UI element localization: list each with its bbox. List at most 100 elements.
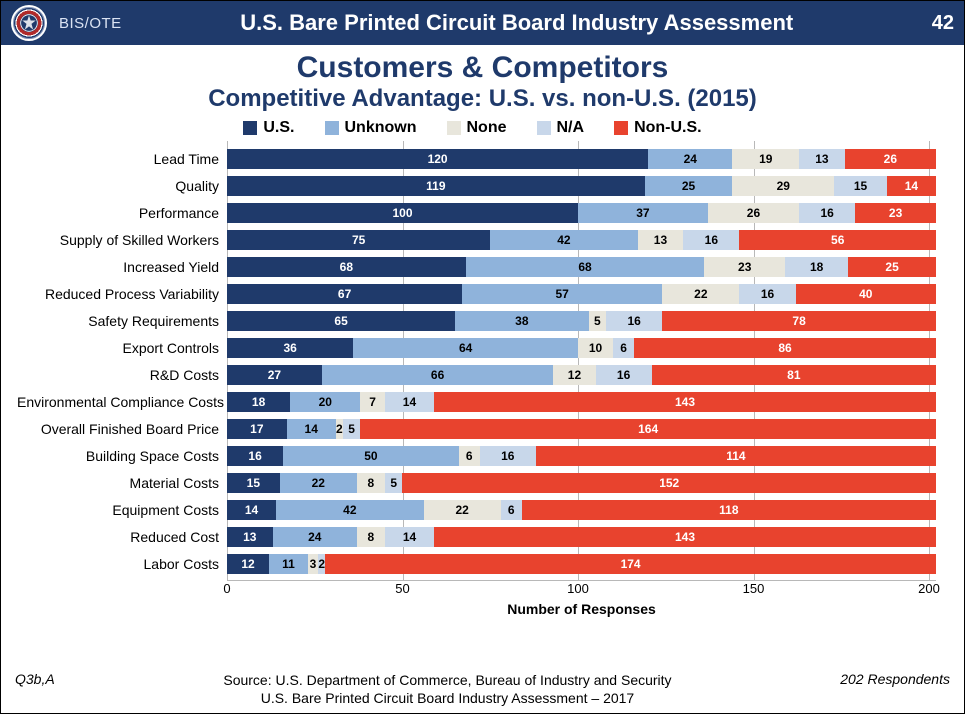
chart-row: Reduced Process Variability6757221640 [227,283,936,305]
chart-row: Labor Costs121132174 [227,553,936,575]
footer-source-1: Source: U.S. Department of Commerce, Bur… [55,671,841,689]
bar-segment: 26 [845,149,936,169]
legend-item: Non-U.S. [614,119,702,137]
bar-segment: 15 [834,176,887,196]
bar-stack: 12024191326 [227,149,936,169]
y-axis-label: Reduced Cost [17,529,227,545]
bar-segment: 16 [480,446,536,466]
bar-segment: 6 [459,446,480,466]
footer-right: 202 Respondents [840,671,950,687]
bar-segment: 143 [434,527,936,547]
bar-segment: 12 [227,554,269,574]
bar-segment: 7 [360,392,385,412]
y-axis-label: Material Costs [17,475,227,491]
legend-item: None [447,119,507,137]
bar-segment: 174 [325,554,936,574]
chart-row: Material Costs152285152 [227,472,936,494]
chart-row: R&D Costs2766121681 [227,364,936,386]
y-axis-label: Export Controls [17,340,227,356]
bar-stack: 366410686 [227,338,936,358]
chart-row: Reduced Cost1324814143 [227,526,936,548]
bar-segment: 25 [645,176,733,196]
chart-row: Safety Requirements653851678 [227,310,936,332]
y-axis-label: Building Space Costs [17,448,227,464]
bar-segment: 40 [796,284,936,304]
bar-segment: 8 [357,527,385,547]
legend-swatch [325,121,339,135]
bar-segment: 29 [732,176,834,196]
bar-segment: 14 [887,176,936,196]
bar-segment: 16 [606,311,662,331]
page-number: 42 [932,12,954,35]
bar-segment: 37 [578,203,708,223]
doc-seal-icon [11,5,47,41]
bar-segment: 56 [739,230,936,250]
chart-legend: U.S.UnknownNoneN/ANon-U.S. [9,119,936,137]
y-axis-label: Equipment Costs [17,502,227,518]
y-axis-label: Lead Time [17,151,227,167]
header-title: U.S. Bare Printed Circuit Board Industry… [122,10,932,36]
bar-stack: 1650616114 [227,446,936,466]
chart-row: Export Controls366410686 [227,337,936,359]
footer-left: Q3b,A [15,671,55,687]
chart-row: Increased Yield6868231825 [227,256,936,278]
chart-row: Performance10037261623 [227,202,936,224]
chart-row: Environmental Compliance Costs1820714143 [227,391,936,413]
bar-segment: 16 [739,284,795,304]
legend-label: Non-U.S. [634,119,702,137]
bar-segment: 13 [227,527,273,547]
x-tick-label: 100 [567,581,589,596]
bar-segment: 14 [227,500,276,520]
x-tick-label: 150 [743,581,765,596]
bar-segment: 81 [652,365,936,385]
slide-title: Customers & Competitors [1,51,964,85]
bar-segment: 119 [227,176,645,196]
bar-segment: 68 [227,257,466,277]
legend-item: U.S. [243,119,294,137]
bar-segment: 3 [308,554,319,574]
y-axis-label: Overall Finished Board Price [17,421,227,437]
bar-segment: 65 [227,311,455,331]
bar-segment: 19 [732,149,799,169]
bar-stack: 7542131656 [227,230,936,250]
bar-segment: 22 [662,284,739,304]
bar-segment: 14 [287,419,336,439]
bar-segment: 23 [704,257,785,277]
x-tick-label: 200 [918,581,940,596]
bar-segment: 13 [638,230,684,250]
y-axis-label: Increased Yield [17,259,227,275]
bar-segment: 27 [227,365,322,385]
footer: Q3b,A Source: U.S. Department of Commerc… [1,671,964,707]
bar-segment: 14 [385,392,434,412]
y-axis-label: Reduced Process Variability [17,286,227,302]
bar-segment: 6 [613,338,634,358]
x-tick-label: 0 [223,581,230,596]
y-axis-label: Supply of Skilled Workers [17,232,227,248]
bar-stack: 6868231825 [227,257,936,277]
bar-stack: 1324814143 [227,527,936,547]
slide-subtitle: Competitive Advantage: U.S. vs. non-U.S.… [1,85,964,113]
bar-segment: 20 [290,392,360,412]
bar-segment: 16 [683,230,739,250]
y-axis-label: Environmental Compliance Costs [17,394,227,410]
chart-row: Overall Finished Board Price171425164 [227,418,936,440]
chart-area: U.S.UnknownNoneN/ANon-U.S. Lead Time1202… [9,119,936,619]
bar-segment: 42 [490,230,637,250]
chart-row: Building Space Costs1650616114 [227,445,936,467]
legend-swatch [537,121,551,135]
bar-segment: 16 [227,446,283,466]
header-bar: BIS/OTE U.S. Bare Printed Circuit Board … [1,1,964,45]
legend-swatch [243,121,257,135]
chart-bars: Lead Time12024191326Quality11925291514Pe… [227,141,936,581]
bar-segment: 22 [424,500,501,520]
legend-label: U.S. [263,119,294,137]
y-axis-label: Labor Costs [17,556,227,572]
bar-stack: 1442226118 [227,500,936,520]
bar-segment: 100 [227,203,578,223]
bar-segment: 23 [855,203,936,223]
y-axis-label: Safety Requirements [17,313,227,329]
legend-label: Unknown [345,119,417,137]
bar-stack: 11925291514 [227,176,936,196]
bar-segment: 18 [785,257,848,277]
bar-segment: 8 [357,473,385,493]
